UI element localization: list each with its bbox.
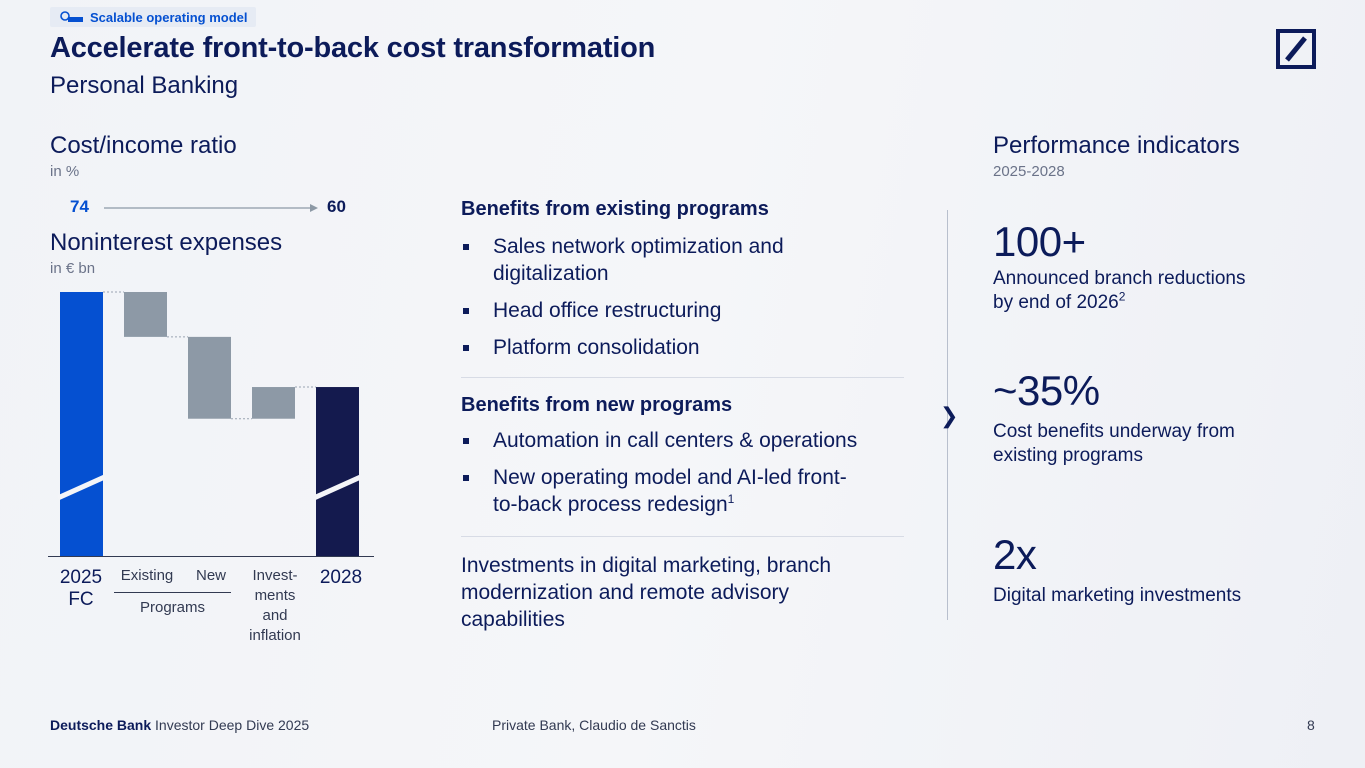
divider <box>461 536 904 537</box>
footnote-ref: 1 <box>727 492 735 506</box>
kpi-description: Announced branch reductions by end of 20… <box>993 267 1245 315</box>
cost-income-from: 74 <box>70 197 89 216</box>
kpi-desc-line: by end of 2026 <box>993 292 1119 313</box>
axis-break-mark <box>312 474 363 501</box>
cost-income-title: Cost/income ratio <box>50 132 237 159</box>
waterfall-chart <box>48 291 374 557</box>
waterfall-bar-3 <box>188 336 231 419</box>
list-item: Automation in call centers & operations <box>461 427 911 454</box>
expenses-title: Noninterest expenses <box>50 229 283 256</box>
section-tag-label: Scalable operating model <box>90 9 248 25</box>
x-label-existing: Existing <box>120 567 174 584</box>
x-label-2025: 2025 <box>59 567 103 588</box>
list-item-text: digitalization <box>493 262 609 285</box>
axis-break-mark <box>56 474 107 501</box>
waterfall-bar-4 <box>252 387 295 419</box>
performance-title: Performance indicators <box>993 132 1240 159</box>
arrow-right-icon <box>104 204 318 212</box>
new-programs-heading: Benefits from new programs <box>461 394 733 416</box>
list-item-text: New operating model and AI-led front- <box>493 466 847 489</box>
waterfall-bar-2 <box>124 292 167 337</box>
magnifier-icon <box>60 11 83 22</box>
page-subtitle: Personal Banking <box>50 72 239 99</box>
list-item-text: Sales network optimization and <box>493 235 784 258</box>
kpi-description: Digital marketing investments <box>993 585 1242 606</box>
x-label-inv-line-4: inflation <box>249 627 301 644</box>
footnote-ref: 2 <box>1118 289 1126 304</box>
existing-programs-heading: Benefits from existing programs <box>461 198 769 220</box>
kpi-value: 2x <box>993 531 1037 578</box>
waterfall-bar-5 <box>316 387 359 556</box>
kpi-value: 100+ <box>993 218 1086 265</box>
x-label-programs: Programs <box>139 599 206 616</box>
cost-income-unit: in % <box>50 163 80 180</box>
x-label-investments: Invest- ments and inflation <box>236 566 314 646</box>
page-title: Accelerate front-to-back cost transforma… <box>50 32 656 64</box>
list-item: Sales network optimization and digitaliz… <box>461 233 911 287</box>
x-label-inv-line-3: and <box>262 607 288 624</box>
deutsche-bank-logo-icon <box>1276 29 1316 69</box>
kpi-desc-line: Cost benefits underway from <box>993 421 1235 442</box>
programs-bracket-line <box>114 592 231 593</box>
kpi-desc-line: existing programs <box>993 445 1143 466</box>
chevron-right-icon: ❯ <box>940 403 959 428</box>
waterfall-bar-1 <box>60 292 103 556</box>
x-label-inv-line-2: ments <box>254 587 296 604</box>
kpi-description: Cost benefits underway from existing pro… <box>993 420 1235 468</box>
list-item: New operating model and AI-led front- to… <box>461 464 911 518</box>
list-item: Head office restructuring <box>461 297 911 324</box>
footer-event: Investor Deep Dive 2025 <box>155 717 310 733</box>
new-programs-block: Benefits from new programs Automation in… <box>461 394 911 518</box>
x-label-inv-line-1: Invest- <box>252 567 298 584</box>
divider <box>461 377 904 378</box>
x-label-2025-fc: 2025 FC <box>52 567 110 611</box>
list-item-text: to-back process redesign <box>493 493 728 516</box>
investments-text: Investments in digital marketing, branch… <box>461 554 832 631</box>
x-label-new: New <box>195 567 226 584</box>
existing-programs-block: Benefits from existing programs Sales ne… <box>461 198 911 361</box>
kpi-value: ~35% <box>993 367 1100 414</box>
x-label-2028: 2028 <box>319 567 363 588</box>
cost-income-to: 60 <box>327 197 346 216</box>
vertical-divider <box>947 210 948 620</box>
section-tag: Scalable operating model <box>50 7 256 27</box>
performance-period: 2025-2028 <box>993 163 1065 180</box>
expenses-unit: in € bn <box>50 260 96 277</box>
list-item: Platform consolidation <box>461 334 911 361</box>
x-label-fc: FC <box>68 589 94 610</box>
footer-brand: Deutsche Bank <box>50 717 152 733</box>
page-number: 8 <box>1307 717 1315 733</box>
kpi-desc-line: Announced branch reductions <box>993 268 1246 289</box>
footer-left: Deutsche Bank Investor Deep Dive 2025 <box>50 717 309 733</box>
footer-presenter: Private Bank, Claudio de Sanctis <box>492 717 696 733</box>
